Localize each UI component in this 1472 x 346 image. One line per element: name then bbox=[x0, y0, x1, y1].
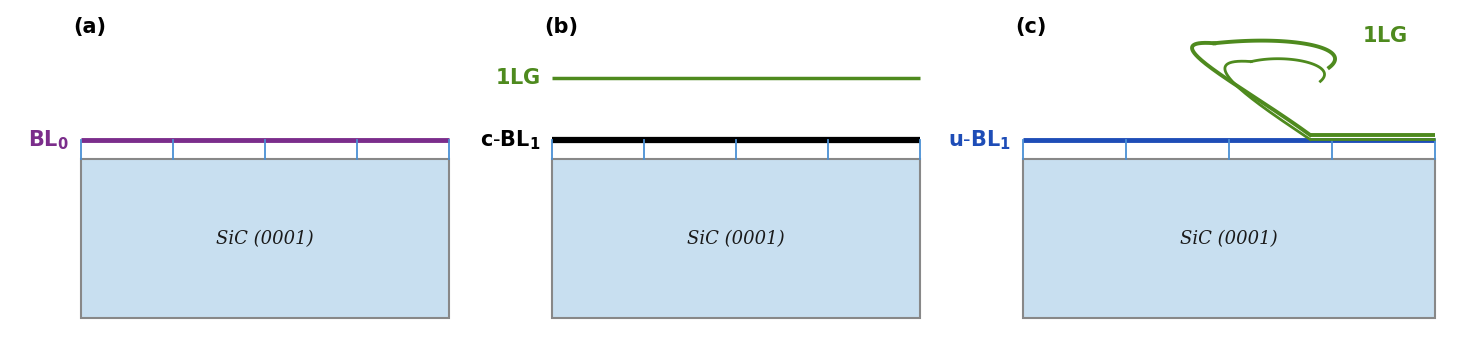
Text: $\mathbf{c\text{-}BL_1}$: $\mathbf{c\text{-}BL_1}$ bbox=[480, 128, 540, 152]
Text: $\mathbf{1LG}$: $\mathbf{1LG}$ bbox=[495, 68, 540, 88]
Text: $\mathbf{u\text{-}BL_1}$: $\mathbf{u\text{-}BL_1}$ bbox=[948, 128, 1011, 152]
Bar bbox=[552, 159, 920, 318]
Text: SiC (0001): SiC (0001) bbox=[1181, 230, 1278, 248]
Bar bbox=[81, 159, 449, 318]
Text: $\mathbf{BL_0}$: $\mathbf{BL_0}$ bbox=[28, 128, 69, 152]
Text: (b): (b) bbox=[545, 17, 578, 37]
Bar bbox=[1023, 159, 1435, 318]
Text: $\mathbf{1LG}$: $\mathbf{1LG}$ bbox=[1362, 26, 1407, 46]
Text: (a): (a) bbox=[74, 17, 106, 37]
Text: SiC (0001): SiC (0001) bbox=[687, 230, 785, 248]
Text: SiC (0001): SiC (0001) bbox=[216, 230, 314, 248]
Text: (c): (c) bbox=[1016, 17, 1047, 37]
